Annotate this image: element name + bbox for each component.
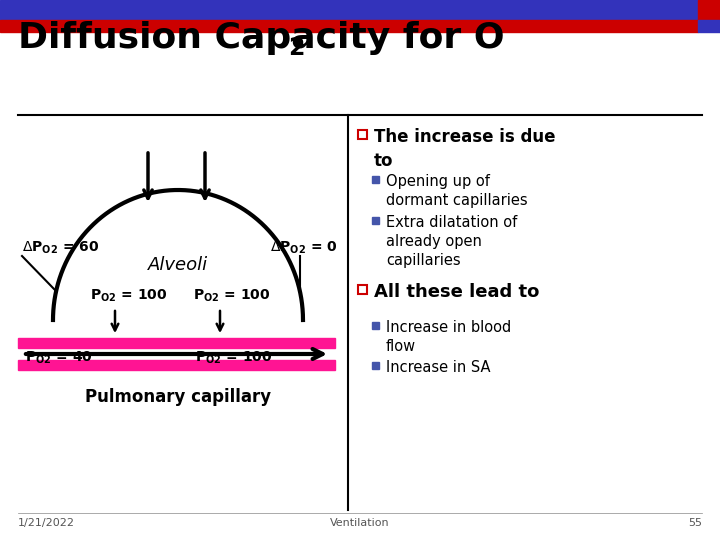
Bar (698, 0, 720, 20)
Text: 2: 2 (288, 36, 305, 60)
Text: $\Delta$P$_{\mathregular{O2}}$ = 0: $\Delta$P$_{\mathregular{O2}}$ = 0 (270, 240, 338, 256)
Text: Ventilation: Ventilation (330, 518, 390, 528)
Text: 1/21/2022: 1/21/2022 (18, 518, 75, 528)
Text: All these lead to: All these lead to (374, 283, 539, 301)
Text: Opening up of
dormant capillaries: Opening up of dormant capillaries (386, 174, 528, 208)
Text: Alveoli: Alveoli (148, 256, 208, 274)
Text: Pulmonary capillary: Pulmonary capillary (85, 388, 271, 406)
Text: P$_{\mathregular{O2}}$ = 100: P$_{\mathregular{O2}}$ = 100 (193, 288, 270, 305)
Text: The increase is due
to: The increase is due to (374, 128, 556, 170)
Bar (18, 360, 335, 370)
Bar (372, 217, 379, 224)
Bar (0, 0, 698, 20)
Bar (372, 362, 379, 369)
Text: Diffusion Capacity for O: Diffusion Capacity for O (18, 21, 505, 55)
Text: $\Delta$P$_{\mathregular{O2}}$ = 60: $\Delta$P$_{\mathregular{O2}}$ = 60 (22, 240, 99, 256)
Text: P$_{\mathregular{O2}}$ = 100: P$_{\mathregular{O2}}$ = 100 (90, 288, 167, 305)
Bar (372, 322, 379, 329)
Text: P$_{\mathregular{O2}}$ = 40: P$_{\mathregular{O2}}$ = 40 (25, 350, 93, 367)
Text: Increase in SA: Increase in SA (386, 360, 490, 375)
Bar (372, 176, 379, 183)
Text: 55: 55 (688, 518, 702, 528)
Text: Increase in blood
flow: Increase in blood flow (386, 320, 511, 354)
Bar (18, 338, 335, 348)
Text: Extra dilatation of
already open
capillaries: Extra dilatation of already open capilla… (386, 215, 517, 268)
Bar (0, 20, 698, 32)
Bar (358, 130, 367, 139)
Bar (698, 20, 720, 32)
Bar (358, 285, 367, 294)
Text: P$_{\mathregular{O2}}$ = 100: P$_{\mathregular{O2}}$ = 100 (195, 350, 272, 367)
